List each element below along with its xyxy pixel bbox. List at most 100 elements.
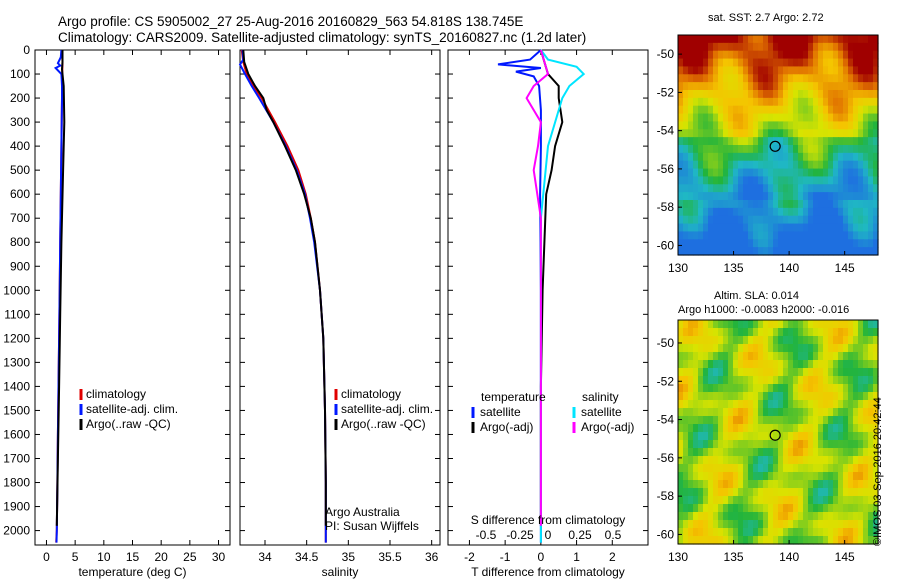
sla_map-cell	[848, 384, 854, 393]
sla_map-cell	[788, 456, 794, 465]
sst_map-cell	[743, 58, 749, 68]
sst_map-cell	[688, 231, 694, 240]
sla_map-cell	[833, 336, 839, 345]
sst_map-cell	[768, 223, 774, 233]
sst_map-cell	[858, 192, 864, 201]
sst_map-cell	[863, 121, 869, 130]
sla_map-cell	[723, 472, 729, 481]
sst_map-cell	[873, 66, 879, 75]
sla_map-cell	[698, 392, 704, 401]
sla_map-cell	[748, 472, 754, 481]
sst_map-cell	[798, 200, 804, 209]
sla_map-cell	[723, 328, 729, 337]
sla_map-cell	[778, 520, 784, 529]
depth-tick-label: 1100	[4, 307, 30, 321]
sla_map-cell	[788, 376, 794, 385]
sla_map-cell	[808, 328, 814, 337]
sla_map-cell	[733, 352, 739, 361]
sst_map-cell	[798, 247, 804, 256]
sst_map-cell	[828, 129, 834, 138]
sst_map-cell	[743, 192, 749, 201]
sla_map-cell	[753, 488, 759, 497]
sla_map-cell	[748, 376, 754, 385]
sst_map-cell	[723, 42, 729, 52]
sst_map-cell	[823, 231, 829, 240]
sst_map-cell	[683, 66, 689, 75]
sst_map-cell	[723, 97, 729, 107]
sla_map-cell	[858, 456, 864, 465]
sst_map-cell	[763, 129, 769, 138]
sla_map-cell	[678, 416, 684, 425]
sst_map-cell	[793, 121, 799, 130]
sst_map-cell	[683, 42, 689, 52]
sst_map-cell	[793, 129, 799, 138]
sst_map-cell	[863, 168, 869, 178]
sst_map-cell	[763, 50, 769, 60]
sst_map-cell	[763, 66, 769, 75]
sst_map-cell	[718, 145, 724, 154]
sla_map-cell	[808, 376, 814, 385]
sla_map-cell	[813, 384, 819, 393]
sst_map-cell	[853, 58, 859, 68]
sst_map-cell	[778, 82, 784, 91]
sst_map-cell	[733, 137, 739, 146]
sst_map-cell	[843, 145, 849, 154]
sst_map-cell	[783, 184, 789, 193]
sst_map-cell	[798, 137, 804, 146]
sst_map-cell	[858, 231, 864, 240]
sla_map-cell	[863, 336, 869, 345]
sst_map-cell	[783, 152, 789, 162]
sla_map-cell	[688, 376, 694, 385]
sst_map-cell	[813, 113, 819, 123]
sla_map-cell	[853, 488, 859, 497]
sla_map-cell	[818, 328, 824, 337]
sla_map-cell	[733, 392, 739, 401]
sla_map-cell	[753, 392, 759, 401]
sla_map-cell	[703, 352, 709, 361]
sst_map-cell	[848, 145, 854, 154]
sst_map-cell	[753, 160, 759, 170]
sst_map-cell	[828, 105, 834, 115]
sst_map-cell	[778, 168, 784, 178]
sla_map-cell	[758, 448, 764, 457]
sla_map-cell	[763, 536, 769, 545]
sst_map-cell	[728, 168, 734, 178]
sst_map-cell	[738, 50, 744, 60]
sla_map-cell	[788, 472, 794, 481]
sla_map-cell	[758, 400, 764, 409]
sst_map-cell	[758, 58, 764, 68]
sst_map-cell	[818, 97, 824, 107]
sla_map-cell	[843, 480, 849, 489]
sst_map-cell	[828, 113, 834, 123]
sst_map-cell	[838, 207, 844, 217]
sst_map-cell	[753, 152, 759, 162]
sla_map-cell	[778, 480, 784, 489]
sst_map-cell	[798, 113, 804, 123]
sla_map-cell	[703, 376, 709, 385]
sst_map-cell	[708, 152, 714, 162]
sst_map-cell	[833, 176, 839, 185]
sla_map-cell	[738, 496, 744, 505]
sst_map-cell	[838, 121, 844, 130]
sla_map-cell	[828, 448, 834, 457]
sst_map-cell	[738, 42, 744, 52]
sst_map-cell	[813, 42, 819, 52]
sst_map-cell	[693, 90, 699, 99]
sst_map-cell	[848, 90, 854, 99]
sla_map-cell	[713, 504, 719, 513]
sla_map-cell	[818, 456, 824, 465]
sla_map-cell	[703, 472, 709, 481]
sla_map-frame	[677, 319, 879, 545]
sst_map-cell	[843, 58, 849, 68]
sst_map-cell	[803, 35, 809, 44]
sla_map-cell	[873, 336, 879, 345]
sst_map-cell	[693, 105, 699, 115]
sst_map-cell	[818, 42, 824, 52]
sla_map-cell	[868, 416, 874, 425]
sla_map-cell	[783, 464, 789, 473]
sst_map-cell	[763, 239, 769, 248]
sst_map-cell	[773, 145, 779, 154]
sst_map-cell	[743, 121, 749, 130]
sst_map-cell	[683, 207, 689, 217]
